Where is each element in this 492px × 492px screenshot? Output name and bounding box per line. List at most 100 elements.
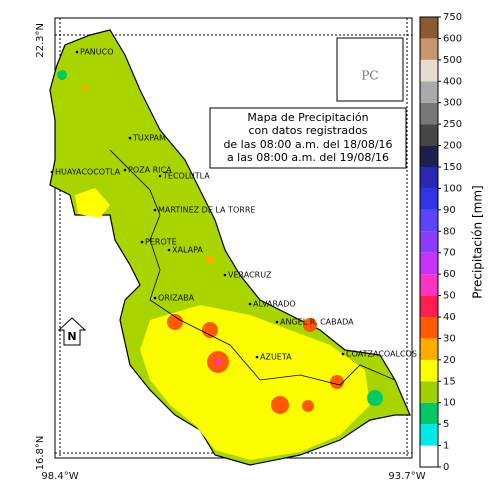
colorbar-label: Precipitación [mm] (471, 185, 485, 298)
lat-label: 16.8°N (35, 436, 46, 471)
rain-cell (330, 375, 344, 389)
colorbar-tick-label: 300 (443, 98, 462, 109)
colorbar-segment (420, 188, 438, 210)
rain-cell (82, 85, 88, 91)
colorbar-tick-label: 60 (443, 269, 456, 280)
city-label: ANGEL R. CABADA (280, 318, 354, 327)
colorbar-tick-label: 30 (443, 333, 456, 344)
colorbar-tick-label: 200 (443, 141, 462, 152)
colorbar-tick-label: 5 (443, 419, 449, 430)
colorbar-segment (420, 209, 438, 232)
colorbar-segment (420, 445, 438, 467)
colorbar-tick-label: 40 (443, 312, 456, 323)
colorbar-tick-label: 15 (443, 376, 456, 387)
city-marker (158, 174, 162, 178)
title-box (209, 107, 407, 169)
rain-cell (215, 359, 221, 365)
colorbar: 0151015203040506070809010015020025030040… (419, 12, 462, 473)
city-label: COATZACOALCOS (346, 350, 417, 359)
colorbar-tick-label: 80 (443, 226, 456, 237)
rain-area (75, 188, 110, 218)
colorbar-tick-label: 70 (443, 248, 456, 259)
rain-cells (57, 70, 383, 414)
region-border (109, 149, 396, 386)
title-line: Mapa de Precipitación (247, 111, 368, 124)
city-label: PANUCO (80, 48, 114, 57)
colorbar-segment (420, 102, 438, 125)
logo-text: PC (361, 69, 378, 83)
title-line: a las 08:00 a.m. del 19/08/16 (227, 151, 389, 164)
rain-cell (206, 256, 214, 264)
city-marker (275, 320, 279, 324)
city-marker (123, 168, 127, 172)
colorbar-tick-label: 250 (443, 119, 462, 130)
city-marker (140, 240, 144, 244)
colorbar-tick-label: 750 (443, 12, 462, 23)
colorbar-segment (420, 424, 438, 446)
rain-area (140, 305, 370, 460)
colorbar-segment (420, 38, 438, 60)
city-marker (153, 296, 157, 300)
city-label: AZUETA (260, 353, 292, 362)
colorbar-tick-label: 1 (443, 441, 449, 452)
city-labels: PANUCO TUXPAM HUAYACOCOTLA POZA RICATECOLUT… (50, 48, 417, 362)
rain-cell (303, 318, 317, 332)
colorbar-tick-label: 150 (443, 162, 462, 173)
colorbar-frame (419, 16, 439, 468)
colorbar-tick-label: 90 (443, 205, 456, 216)
rain-cell (57, 70, 67, 80)
colorbar-segment (420, 317, 438, 339)
title-line: con datos registrados (248, 124, 367, 137)
city-label: TUXPAM (132, 134, 166, 143)
colorbar-tick-label: 500 (443, 55, 462, 66)
title-line: de las 08:00 a.m. del 18/08/16 (223, 138, 392, 151)
city-marker (50, 170, 54, 174)
city-label: XALAPA (172, 246, 203, 255)
colorbar-segment (420, 338, 438, 360)
colorbar-tick-label: 600 (443, 33, 462, 44)
colorbar-segment (420, 145, 438, 167)
city-label: PEROTE (145, 238, 177, 247)
city-label: HUAYACOCOTLA (55, 168, 121, 177)
colorbar-segment (420, 124, 438, 146)
rain-cell (271, 396, 289, 414)
city-label: VERACRUZ (228, 271, 272, 280)
north-arrow (57, 317, 87, 346)
colorbar-segment (420, 231, 438, 253)
colorbar-tick-label: 0 (443, 462, 449, 473)
colorbar-tick-label: 50 (443, 291, 456, 302)
city-marker (167, 248, 171, 252)
city-marker (223, 273, 227, 277)
city-label: MARTINEZ DE LA TORRE (158, 206, 255, 215)
colorbar-segment (420, 17, 438, 39)
colorbar-segment (420, 381, 438, 403)
city-marker (255, 355, 259, 359)
colorbar-tick-label: 10 (443, 398, 456, 409)
colorbar-segment (420, 81, 438, 103)
city-label: TECOLUTLA (162, 172, 210, 181)
colorbar-segment (420, 402, 438, 425)
colorbar-tick-label: 100 (443, 183, 462, 194)
colorbar-segment (420, 295, 438, 317)
city-marker (341, 352, 345, 356)
city-marker (153, 208, 157, 212)
colorbar-segment (420, 359, 438, 382)
lon-label: 98.4°W (41, 471, 78, 482)
rain-cell (202, 322, 218, 338)
city-label: ORIZABA (158, 294, 195, 303)
colorbar-segment (420, 59, 438, 82)
city-label: POZA RICA (128, 166, 172, 175)
city-marker (248, 302, 252, 306)
city-label: ALVARADO (253, 300, 296, 309)
colorbar-segment (420, 252, 438, 275)
city-marker (75, 50, 79, 54)
colorbar-segment (420, 274, 438, 296)
rain-cell (367, 390, 383, 406)
logo-box (336, 37, 404, 102)
colorbar-tick-label: 20 (443, 355, 456, 366)
city-marker (128, 136, 132, 140)
colorbar-segment (420, 167, 438, 189)
colorbar-tick-label: 400 (443, 76, 462, 87)
lon-label: 93.7°W (388, 471, 425, 482)
